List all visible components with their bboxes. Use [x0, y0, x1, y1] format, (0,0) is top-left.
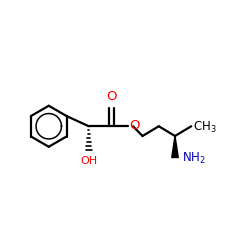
- Text: O: O: [106, 90, 117, 103]
- Text: CH$_3$: CH$_3$: [193, 120, 217, 135]
- Polygon shape: [172, 136, 178, 158]
- Text: NH$_2$: NH$_2$: [182, 151, 206, 166]
- Text: OH: OH: [80, 156, 97, 166]
- Text: O: O: [129, 119, 140, 132]
